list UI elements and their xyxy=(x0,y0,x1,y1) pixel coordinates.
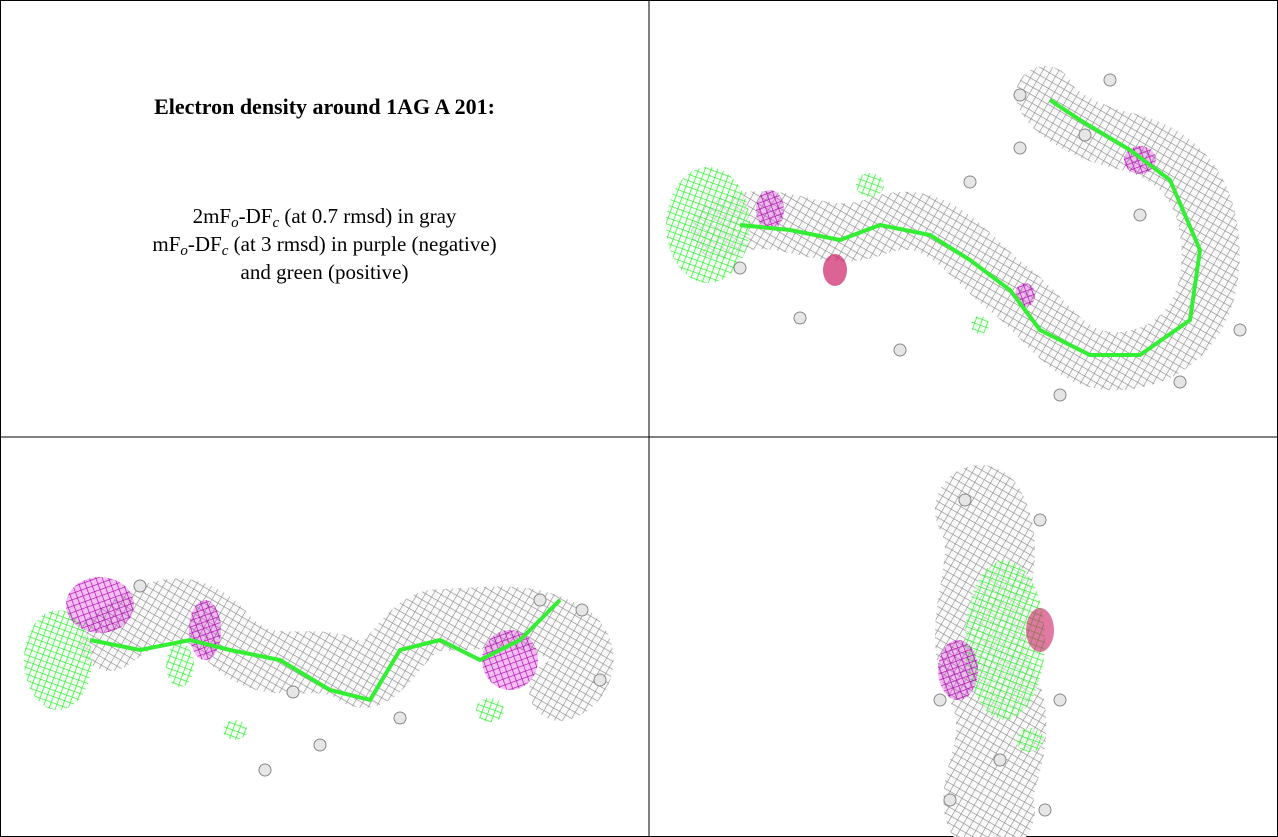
text-part: -DF xyxy=(187,232,222,256)
caption-lines: 2mFo-DFc (at 0.7 rmsd) in gray mFo-DFc (a… xyxy=(0,202,649,286)
caption-title: Electron density around 1AG A 201: xyxy=(154,94,495,119)
caption-line: 2mFo-DFc (at 0.7 rmsd) in gray xyxy=(0,202,649,231)
density-panel-top-right xyxy=(666,66,1247,402)
subscript: c xyxy=(221,243,229,259)
text-part: and green (positive) xyxy=(240,260,409,284)
text-part: (at 0.7 rmsd) in gray xyxy=(279,204,457,228)
subscript: c xyxy=(272,215,280,231)
caption-cell: Electron density around 1AG A 201: 2mFo-… xyxy=(0,0,649,437)
text-part: mF xyxy=(152,232,181,256)
caption-line: and green (positive) xyxy=(0,258,649,286)
text-part: (at 3 rmsd) in purple (negative) xyxy=(228,232,497,256)
density-panel-bottom-left xyxy=(24,577,614,777)
text-part: 2mF xyxy=(192,204,232,228)
subscript: o xyxy=(231,215,239,231)
text-part: -DF xyxy=(238,204,273,228)
density-panel-bottom-right xyxy=(933,465,1067,837)
subscript: o xyxy=(180,243,188,259)
caption-line: mFo-DFc (at 3 rmsd) in purple (negative) xyxy=(0,230,649,259)
